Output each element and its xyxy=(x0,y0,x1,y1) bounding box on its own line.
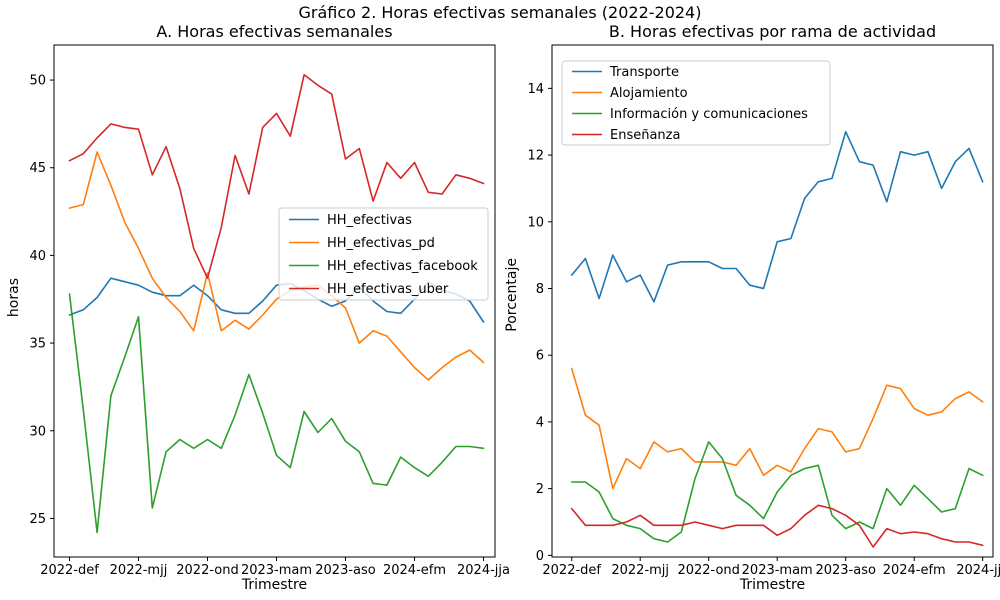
y-tick-label: 12 xyxy=(527,149,544,164)
x-tick-label: 2022-ond xyxy=(677,563,739,578)
chart-b-title: B. Horas efectivas por rama de actividad xyxy=(608,22,937,41)
legend-label: Enseñanza xyxy=(610,128,680,143)
x-tick-label: 2024-jja xyxy=(956,563,1000,578)
legend-box xyxy=(278,207,489,301)
y-tick-label: 40 xyxy=(29,249,46,264)
legend-label: HH_efectivas_uber xyxy=(327,282,449,297)
figure-suptitle: Gráfico 2. Horas efectivas semanales (20… xyxy=(298,3,702,22)
y-tick-label: 6 xyxy=(536,349,544,364)
x-tick-label: 2023-mam xyxy=(241,563,312,578)
x-tick-label: 2022-mjj xyxy=(110,563,168,578)
legend-label: HH_efectivas xyxy=(327,213,412,228)
x-tick-label: 2023-aso xyxy=(315,563,376,578)
legend-label: Alojamiento xyxy=(610,86,688,101)
x-tick-label: 2022-ond xyxy=(176,563,238,578)
legend-label: Transporte xyxy=(609,65,679,80)
y-tick-label: 25 xyxy=(29,512,46,527)
chart-a-title: A. Horas efectivas semanales xyxy=(156,22,393,41)
axes-frame xyxy=(551,44,994,558)
legend-label: HH_efectivas_facebook xyxy=(327,259,478,274)
axes-frame xyxy=(53,44,496,558)
y-tick-label: 35 xyxy=(29,337,46,352)
x-tick-label: 2024-jja xyxy=(457,563,510,578)
y-tick-label: 8 xyxy=(536,282,544,297)
series-line-Enseñanza xyxy=(570,504,984,548)
y-tick-label: 30 xyxy=(29,424,46,439)
series-line-HH_efectivas_pd xyxy=(68,151,485,381)
series-line-Alojamiento xyxy=(570,367,984,490)
x-tick-label: 2024-efm xyxy=(383,563,446,578)
chart-a-xlabel: Trimestre xyxy=(241,577,308,593)
y-tick-label: 2 xyxy=(536,482,544,497)
series-line-Información y comunicaciones xyxy=(570,441,984,543)
legend-box xyxy=(561,60,831,146)
x-tick-label: 2024-efm xyxy=(883,563,946,578)
x-tick-label: 2023-aso xyxy=(815,563,876,578)
legend-label: Información y comunicaciones xyxy=(610,107,808,122)
x-tick-label: 2022-def xyxy=(40,563,99,578)
legend-label: HH_efectivas_pd xyxy=(327,236,435,251)
y-tick-label: 14 xyxy=(527,82,544,97)
y-tick-label: 0 xyxy=(536,549,544,564)
series-line-HH_efectivas_uber xyxy=(68,74,485,280)
x-tick-label: 2022-def xyxy=(542,563,601,578)
chart-b-xlabel: Trimestre xyxy=(739,577,806,593)
y-tick-label: 50 xyxy=(29,74,46,89)
y-tick-label: 45 xyxy=(29,161,46,176)
y-tick-label: 4 xyxy=(536,415,544,430)
series-line-HH_efectivas_facebook xyxy=(68,293,485,534)
y-tick-label: 10 xyxy=(527,215,544,230)
series-line-Transporte xyxy=(570,130,984,303)
x-tick-label: 2022-mjj xyxy=(611,563,669,578)
x-tick-label: 2023-mam xyxy=(742,563,813,578)
